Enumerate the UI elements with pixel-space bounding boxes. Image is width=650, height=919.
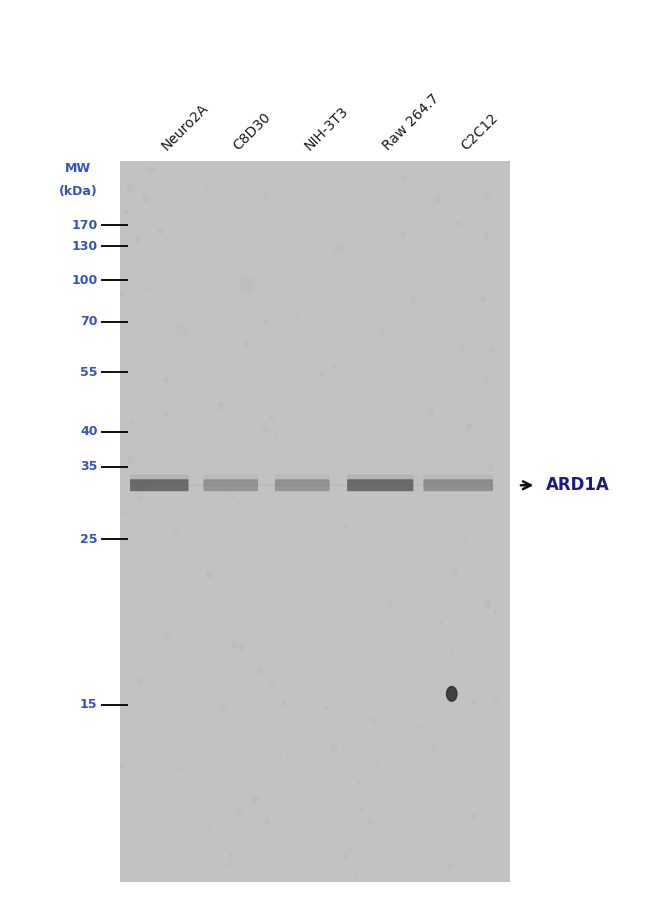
Circle shape <box>164 411 168 417</box>
Circle shape <box>447 686 457 701</box>
Circle shape <box>251 797 255 804</box>
Circle shape <box>131 421 134 425</box>
Text: 25: 25 <box>80 533 98 546</box>
FancyBboxPatch shape <box>347 480 413 491</box>
Circle shape <box>125 210 128 215</box>
Circle shape <box>331 745 336 753</box>
Circle shape <box>218 403 223 409</box>
Circle shape <box>264 320 266 324</box>
Circle shape <box>485 600 490 607</box>
Text: 170: 170 <box>72 219 98 232</box>
Circle shape <box>159 229 162 233</box>
Circle shape <box>239 645 244 651</box>
Text: Raw 264.7: Raw 264.7 <box>380 92 442 153</box>
Circle shape <box>466 424 471 430</box>
FancyBboxPatch shape <box>347 474 413 483</box>
Circle shape <box>453 570 457 575</box>
Circle shape <box>146 479 151 486</box>
Circle shape <box>359 166 361 169</box>
Bar <box>120 161 510 882</box>
Circle shape <box>143 194 148 201</box>
Circle shape <box>283 701 285 706</box>
Circle shape <box>376 764 378 766</box>
Circle shape <box>354 370 356 372</box>
Text: 35: 35 <box>80 460 98 473</box>
Text: Neuro2A: Neuro2A <box>159 101 211 153</box>
FancyBboxPatch shape <box>130 474 188 483</box>
Circle shape <box>128 185 133 191</box>
Circle shape <box>370 820 372 823</box>
Text: 70: 70 <box>80 315 98 328</box>
Circle shape <box>138 496 142 502</box>
Circle shape <box>262 424 266 429</box>
Circle shape <box>465 540 467 543</box>
Circle shape <box>270 416 273 420</box>
Circle shape <box>164 377 168 382</box>
Text: ARD1A: ARD1A <box>546 476 610 494</box>
Text: C8D30: C8D30 <box>231 110 274 153</box>
Text: 40: 40 <box>80 425 98 438</box>
Circle shape <box>220 403 222 406</box>
Circle shape <box>207 571 211 577</box>
Circle shape <box>430 411 434 416</box>
Circle shape <box>120 764 124 768</box>
Circle shape <box>344 854 347 858</box>
Circle shape <box>485 234 488 239</box>
FancyBboxPatch shape <box>424 474 493 483</box>
Circle shape <box>229 490 231 492</box>
Ellipse shape <box>176 323 188 338</box>
FancyBboxPatch shape <box>203 474 258 483</box>
FancyBboxPatch shape <box>275 474 330 483</box>
Text: 15: 15 <box>80 698 98 711</box>
FancyBboxPatch shape <box>424 480 493 491</box>
Text: NIH-3T3: NIH-3T3 <box>302 104 352 153</box>
Circle shape <box>435 195 440 202</box>
Circle shape <box>207 187 208 188</box>
Circle shape <box>382 331 383 335</box>
Circle shape <box>265 819 269 825</box>
Circle shape <box>245 341 249 346</box>
Circle shape <box>120 291 124 297</box>
Circle shape <box>451 652 453 655</box>
Circle shape <box>265 428 268 433</box>
FancyBboxPatch shape <box>203 480 258 491</box>
Circle shape <box>167 524 168 526</box>
Ellipse shape <box>239 277 255 293</box>
Circle shape <box>481 297 485 302</box>
Circle shape <box>401 232 406 238</box>
Circle shape <box>180 768 182 771</box>
FancyBboxPatch shape <box>275 480 330 491</box>
Circle shape <box>256 797 258 800</box>
Circle shape <box>297 314 299 317</box>
Text: 100: 100 <box>72 274 98 287</box>
Circle shape <box>440 621 442 624</box>
Circle shape <box>460 345 465 351</box>
Circle shape <box>141 483 144 488</box>
Circle shape <box>326 707 328 709</box>
Circle shape <box>321 373 324 377</box>
Circle shape <box>472 814 474 818</box>
Circle shape <box>457 221 460 226</box>
Text: MW: MW <box>65 162 91 175</box>
Ellipse shape <box>332 243 344 254</box>
Text: (kDa): (kDa) <box>58 185 98 198</box>
Text: 55: 55 <box>80 366 98 379</box>
Circle shape <box>356 874 358 877</box>
Circle shape <box>494 610 497 614</box>
Circle shape <box>473 700 476 705</box>
Circle shape <box>229 853 233 858</box>
Text: 130: 130 <box>72 240 98 253</box>
Circle shape <box>233 642 237 648</box>
Circle shape <box>491 347 495 352</box>
Circle shape <box>265 193 268 199</box>
Circle shape <box>128 456 133 463</box>
Circle shape <box>258 667 263 674</box>
Circle shape <box>344 526 346 528</box>
Circle shape <box>361 808 362 811</box>
Circle shape <box>135 237 138 242</box>
Circle shape <box>432 744 436 751</box>
Text: C2C12: C2C12 <box>458 111 501 153</box>
FancyBboxPatch shape <box>130 480 188 491</box>
